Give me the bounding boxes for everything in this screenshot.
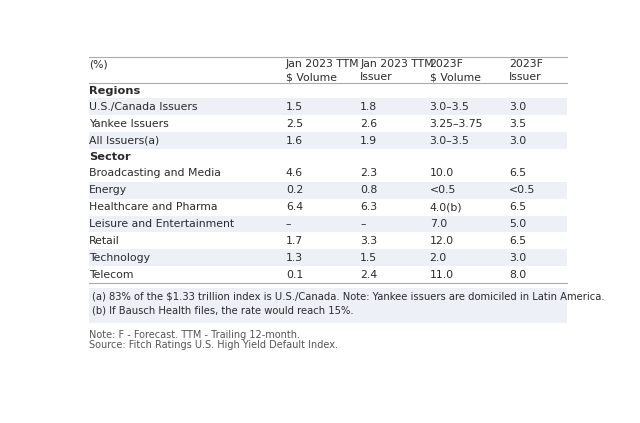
Text: 2.6: 2.6 xyxy=(360,119,378,129)
Bar xyxy=(89,250,567,266)
Text: Yankee Issuers: Yankee Issuers xyxy=(89,119,169,129)
Text: Sector: Sector xyxy=(89,152,131,162)
Bar xyxy=(89,181,567,199)
Text: –: – xyxy=(286,219,291,229)
Bar xyxy=(89,132,567,149)
Text: 2.0: 2.0 xyxy=(429,253,447,263)
Text: –: – xyxy=(360,219,365,229)
Text: <0.5: <0.5 xyxy=(429,185,456,195)
Text: <0.5: <0.5 xyxy=(509,185,536,195)
Text: 2.5: 2.5 xyxy=(286,119,303,129)
Text: 0.1: 0.1 xyxy=(286,270,303,280)
Text: 6.3: 6.3 xyxy=(360,202,378,212)
Text: Jan 2023 TTM
Issuer: Jan 2023 TTM Issuer xyxy=(360,59,434,82)
Text: 6.5: 6.5 xyxy=(509,168,526,178)
Text: 6.5: 6.5 xyxy=(509,236,526,246)
Text: 3.5: 3.5 xyxy=(509,119,526,129)
Text: 11.0: 11.0 xyxy=(429,270,454,280)
Text: 2023F
Issuer: 2023F Issuer xyxy=(509,59,543,82)
Text: 2.4: 2.4 xyxy=(360,270,378,280)
Text: 8.0: 8.0 xyxy=(509,270,526,280)
Text: (b) If Bausch Health files, the rate would reach 15%.: (b) If Bausch Health files, the rate wou… xyxy=(92,306,354,316)
Text: 6.5: 6.5 xyxy=(509,202,526,212)
Text: 3.0–3.5: 3.0–3.5 xyxy=(429,136,470,146)
Text: Healthcare and Pharma: Healthcare and Pharma xyxy=(89,202,218,212)
Text: 7.0: 7.0 xyxy=(429,219,447,229)
Text: 10.0: 10.0 xyxy=(429,168,454,178)
Text: Retail: Retail xyxy=(89,236,120,246)
Text: U.S./Canada Issuers: U.S./Canada Issuers xyxy=(89,102,197,112)
Text: 4.0(b): 4.0(b) xyxy=(429,202,462,212)
Text: 1.6: 1.6 xyxy=(286,136,303,146)
Text: 3.3: 3.3 xyxy=(360,236,378,246)
Text: 4.6: 4.6 xyxy=(286,168,303,178)
Text: 5.0: 5.0 xyxy=(509,219,526,229)
Text: 3.0: 3.0 xyxy=(509,136,526,146)
Bar xyxy=(89,288,567,323)
Text: 1.3: 1.3 xyxy=(286,253,303,263)
Text: 1.8: 1.8 xyxy=(360,102,378,112)
Text: Telecom: Telecom xyxy=(89,270,133,280)
Text: 12.0: 12.0 xyxy=(429,236,454,246)
Text: Regions: Regions xyxy=(89,86,140,96)
Text: 1.5: 1.5 xyxy=(360,253,378,263)
Text: 1.5: 1.5 xyxy=(286,102,303,112)
Text: 3.0: 3.0 xyxy=(509,253,526,263)
Text: 2023F
$ Volume: 2023F $ Volume xyxy=(429,59,481,82)
Text: 3.0: 3.0 xyxy=(509,102,526,112)
Text: Energy: Energy xyxy=(89,185,127,195)
Text: 3.0–3.5: 3.0–3.5 xyxy=(429,102,470,112)
Text: Jan 2023 TTM
$ Volume: Jan 2023 TTM $ Volume xyxy=(286,59,360,82)
Text: 1.9: 1.9 xyxy=(360,136,378,146)
Text: (%): (%) xyxy=(89,59,108,69)
Text: Broadcasting and Media: Broadcasting and Media xyxy=(89,168,221,178)
Text: Note: F - Forecast. TTM - Trailing 12-month.: Note: F - Forecast. TTM - Trailing 12-mo… xyxy=(89,330,300,340)
Text: All Issuers(a): All Issuers(a) xyxy=(89,136,159,146)
Text: 0.2: 0.2 xyxy=(286,185,303,195)
Text: 6.4: 6.4 xyxy=(286,202,303,212)
Text: 1.7: 1.7 xyxy=(286,236,303,246)
Bar xyxy=(89,216,567,233)
Text: Source: Fitch Ratings U.S. High Yield Default Index.: Source: Fitch Ratings U.S. High Yield De… xyxy=(89,340,338,350)
Text: Leisure and Entertainment: Leisure and Entertainment xyxy=(89,219,234,229)
Bar xyxy=(89,99,567,115)
Text: 2.3: 2.3 xyxy=(360,168,378,178)
Text: Technology: Technology xyxy=(89,253,150,263)
Text: 3.25–3.75: 3.25–3.75 xyxy=(429,119,483,129)
Text: 0.8: 0.8 xyxy=(360,185,378,195)
Text: (a) 83% of the $1.33 trillion index is U.S./Canada. Note: Yankee issuers are dom: (a) 83% of the $1.33 trillion index is U… xyxy=(92,292,605,302)
